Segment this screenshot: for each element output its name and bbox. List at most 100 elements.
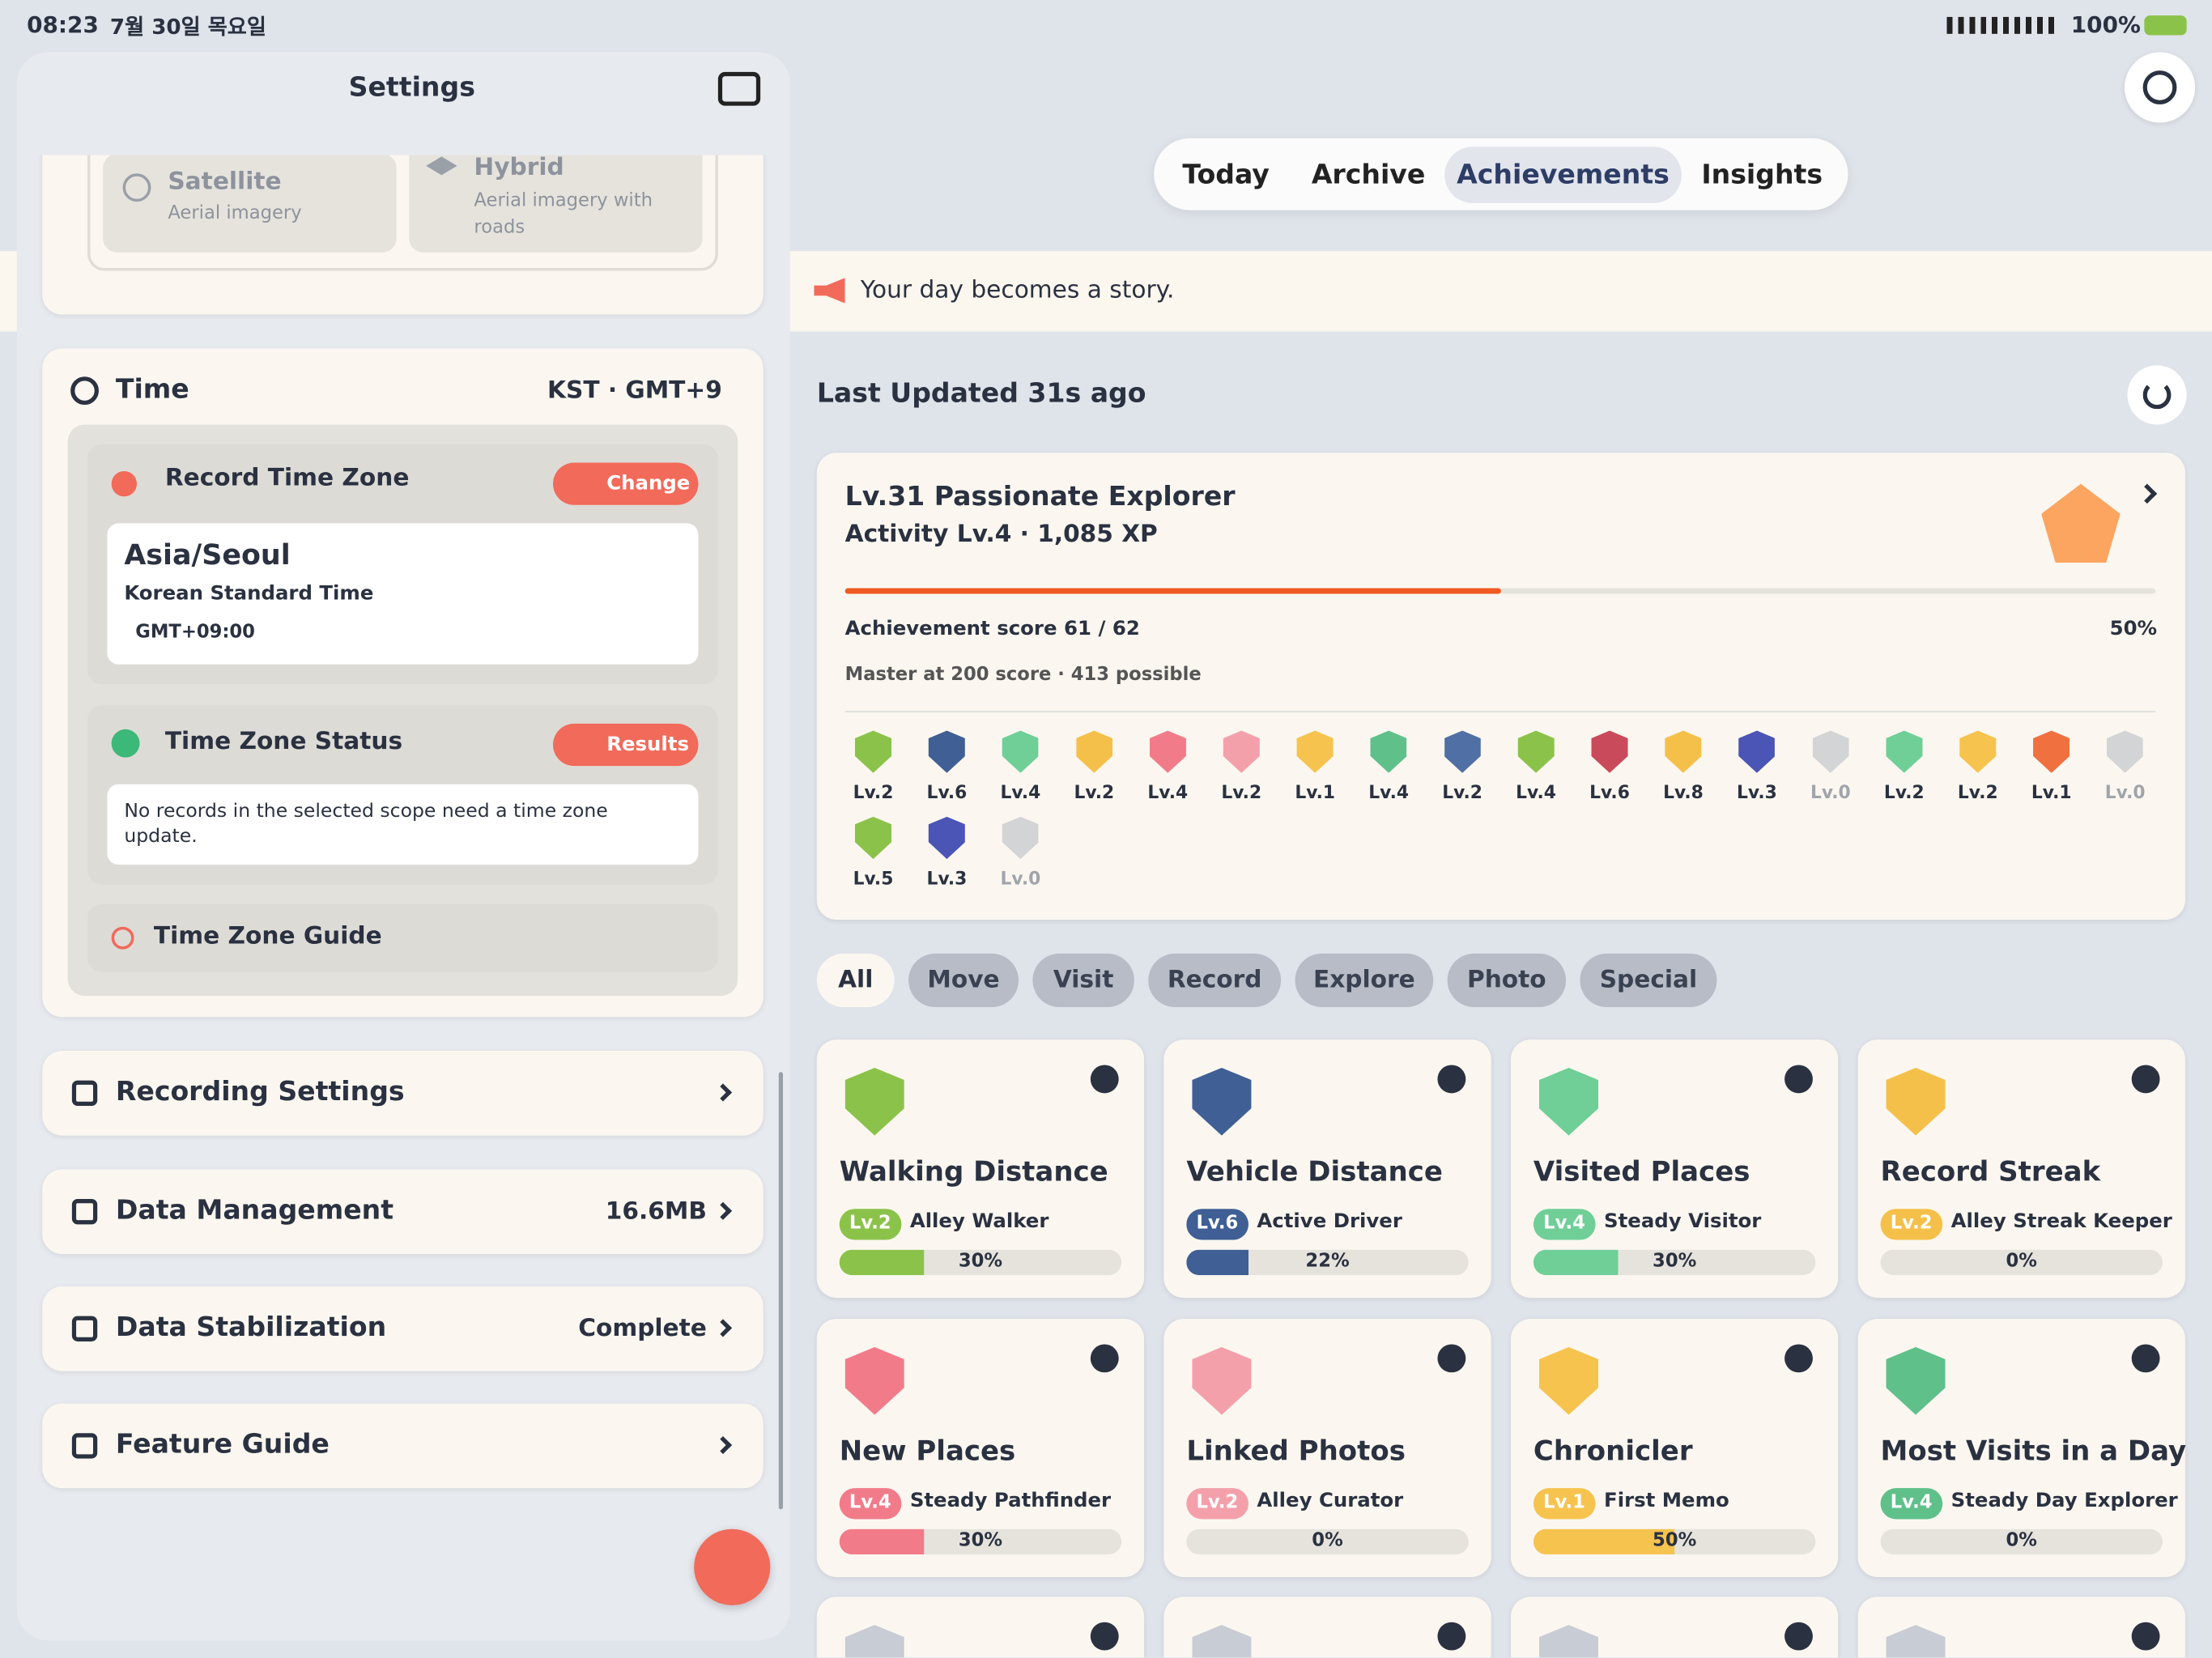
rank: Active Driver — [1257, 1209, 1402, 1233]
achievement-card[interactable]: New Places Lv.4 Steady Pathfinder 30% — [816, 1319, 1145, 1577]
chevron — [713, 1319, 733, 1337]
level-chip: Lv.4 — [1533, 1209, 1596, 1240]
level-chip: Lv.4 — [1880, 1488, 1942, 1520]
achievement-card[interactable] — [1163, 1596, 1491, 1658]
summary-card[interactable]: Lv.31 Passionate Explorer Activity Lv.4 … — [816, 453, 2185, 920]
help-button[interactable] — [2124, 52, 2196, 123]
summary-title: Lv.31 Passionate Explorer — [844, 481, 1236, 512]
achievement-card[interactable]: Most Visits in a Day Lv.4 Steady Day Explo… — [1857, 1319, 2186, 1577]
filter-chip[interactable]: Explore — [1295, 953, 1434, 1008]
achievement-icon — [1538, 1346, 1599, 1415]
check-icon — [1090, 1344, 1119, 1373]
refresh-button[interactable] — [2127, 365, 2187, 425]
filter-chip[interactable]: All — [816, 953, 895, 1008]
rank: Steady Pathfinder — [909, 1489, 1112, 1512]
progress-label: 30% — [1653, 1251, 1697, 1273]
badge-level: Lv.2 — [1957, 781, 1998, 803]
tz-status-message: No records in the selected scope need a … — [107, 784, 699, 865]
progress-track — [844, 588, 2156, 594]
achievement-icon — [1192, 1346, 1252, 1415]
achievement-icon — [1886, 1346, 1946, 1415]
mail-button[interactable] — [694, 1528, 771, 1605]
filter-chip[interactable]: Visit — [1032, 953, 1134, 1008]
status-icons — [1946, 16, 2060, 34]
badge-icon — [1812, 730, 1849, 773]
filter-chip[interactable]: Move — [908, 953, 1019, 1008]
achievement-card[interactable]: Linked Photos Lv.2 Alley Curator 0% — [1163, 1319, 1491, 1577]
filter-chip[interactable]: Special — [1580, 953, 1717, 1008]
tz-guide-title: Time Zone Guide — [153, 922, 382, 951]
tab[interactable]: Archive — [1311, 159, 1426, 191]
achievement-icon — [1192, 1067, 1252, 1136]
clock-icon — [70, 376, 99, 406]
layers-icon — [426, 156, 457, 176]
rank: Alley Walker — [909, 1209, 1049, 1233]
card-title: Linked Photos — [1186, 1434, 1406, 1468]
tab[interactable]: Today — [1182, 159, 1270, 191]
chevron — [713, 1083, 733, 1102]
badge-icon — [1296, 730, 1334, 773]
chevron — [2137, 483, 2158, 504]
check-icon — [111, 729, 140, 758]
check-icon — [1437, 1344, 1466, 1373]
tz-guide[interactable]: Time Zone Guide — [87, 903, 718, 972]
menu-item[interactable]: Data Stabilization Complete — [42, 1286, 764, 1371]
achievement-icon — [1538, 1625, 1599, 1658]
sidebar-toggle[interactable] — [717, 71, 761, 106]
check-icon — [1784, 1065, 1813, 1094]
badge-icon — [1665, 730, 1702, 773]
achievement-card[interactable]: Chronicler Lv.1 First Memo 50% — [1511, 1319, 1839, 1577]
progress-fill — [839, 1249, 925, 1276]
badge-level: Lv.2 — [1074, 781, 1115, 803]
tab[interactable]: Achievements — [1444, 147, 1682, 203]
progress-fill — [839, 1528, 925, 1555]
achievement-card[interactable] — [1857, 1596, 2185, 1658]
change-button[interactable]: Change — [553, 462, 699, 505]
badge-level: Lv.3 — [1737, 781, 1777, 803]
menu-value: Complete — [578, 1314, 707, 1343]
badge-icon — [854, 730, 892, 773]
check-icon — [2131, 1344, 2160, 1373]
option-desc: Aerial imagery — [168, 202, 302, 225]
badge-level: Lv.3 — [926, 867, 968, 889]
check-icon — [1437, 1065, 1466, 1094]
satellite-option[interactable]: Satellite Aerial imagery — [103, 153, 397, 253]
achievement-card[interactable]: Record Streak Lv.2 Alley Streak Keeper 0% — [1857, 1039, 2185, 1298]
achievement-icon — [1538, 1067, 1599, 1136]
time-title: Time — [115, 373, 189, 406]
progress-track: 30% — [1533, 1249, 1816, 1276]
tz-name: Korean Standard Time — [124, 582, 374, 606]
info-icon — [111, 926, 134, 950]
badge-level: Lv.0 — [1000, 867, 1041, 889]
time-value[interactable]: KST · GMT+9 — [547, 376, 722, 406]
results-button[interactable]: Results — [553, 723, 699, 767]
progress-label: 50% — [1653, 1530, 1697, 1552]
badge-icon — [1517, 730, 1555, 773]
badge-icon — [928, 730, 966, 773]
menu-item[interactable]: Feature Guide — [42, 1403, 764, 1489]
check-icon — [1090, 1622, 1119, 1651]
badge-level: Lv.4 — [1147, 781, 1189, 803]
achievement-card[interactable]: Walking Distance Lv.2 Alley Walker 30% — [816, 1039, 1145, 1298]
tab[interactable]: Insights — [1701, 159, 1823, 191]
sidebar-header: Settings — [16, 52, 790, 155]
achievement-card[interactable] — [1511, 1596, 1839, 1658]
menu-value: 16.6MB — [605, 1197, 707, 1226]
filter-chip[interactable]: Photo — [1447, 953, 1567, 1008]
achievement-card[interactable]: Visited Places Lv.4 Steady Visitor 30% — [1511, 1039, 1839, 1298]
record-tz-box: Record Time Zone Change Asia/Seoul Korea… — [87, 444, 718, 685]
badge-level: Lv.2 — [1883, 781, 1925, 803]
progress-label: 0% — [1312, 1530, 1343, 1552]
achievement-card[interactable] — [816, 1596, 1145, 1658]
hybrid-option[interactable]: Hybrid Aerial imagery with roads — [409, 139, 703, 253]
achievement-card[interactable]: Vehicle Distance Lv.6 Active Driver 22% — [1163, 1039, 1491, 1298]
last-updated: Last Updated 31s ago — [816, 377, 1146, 410]
level-icon — [2041, 483, 2121, 563]
badge-icon — [1002, 816, 1040, 860]
menu-item[interactable]: Recording Settings — [42, 1051, 764, 1136]
badge-level: Lv.0 — [1810, 781, 1851, 803]
menu-item[interactable]: Data Management 16.6MB — [42, 1169, 764, 1254]
filter-chip[interactable]: Record — [1148, 953, 1282, 1008]
battery-level: 100% — [2070, 11, 2141, 39]
